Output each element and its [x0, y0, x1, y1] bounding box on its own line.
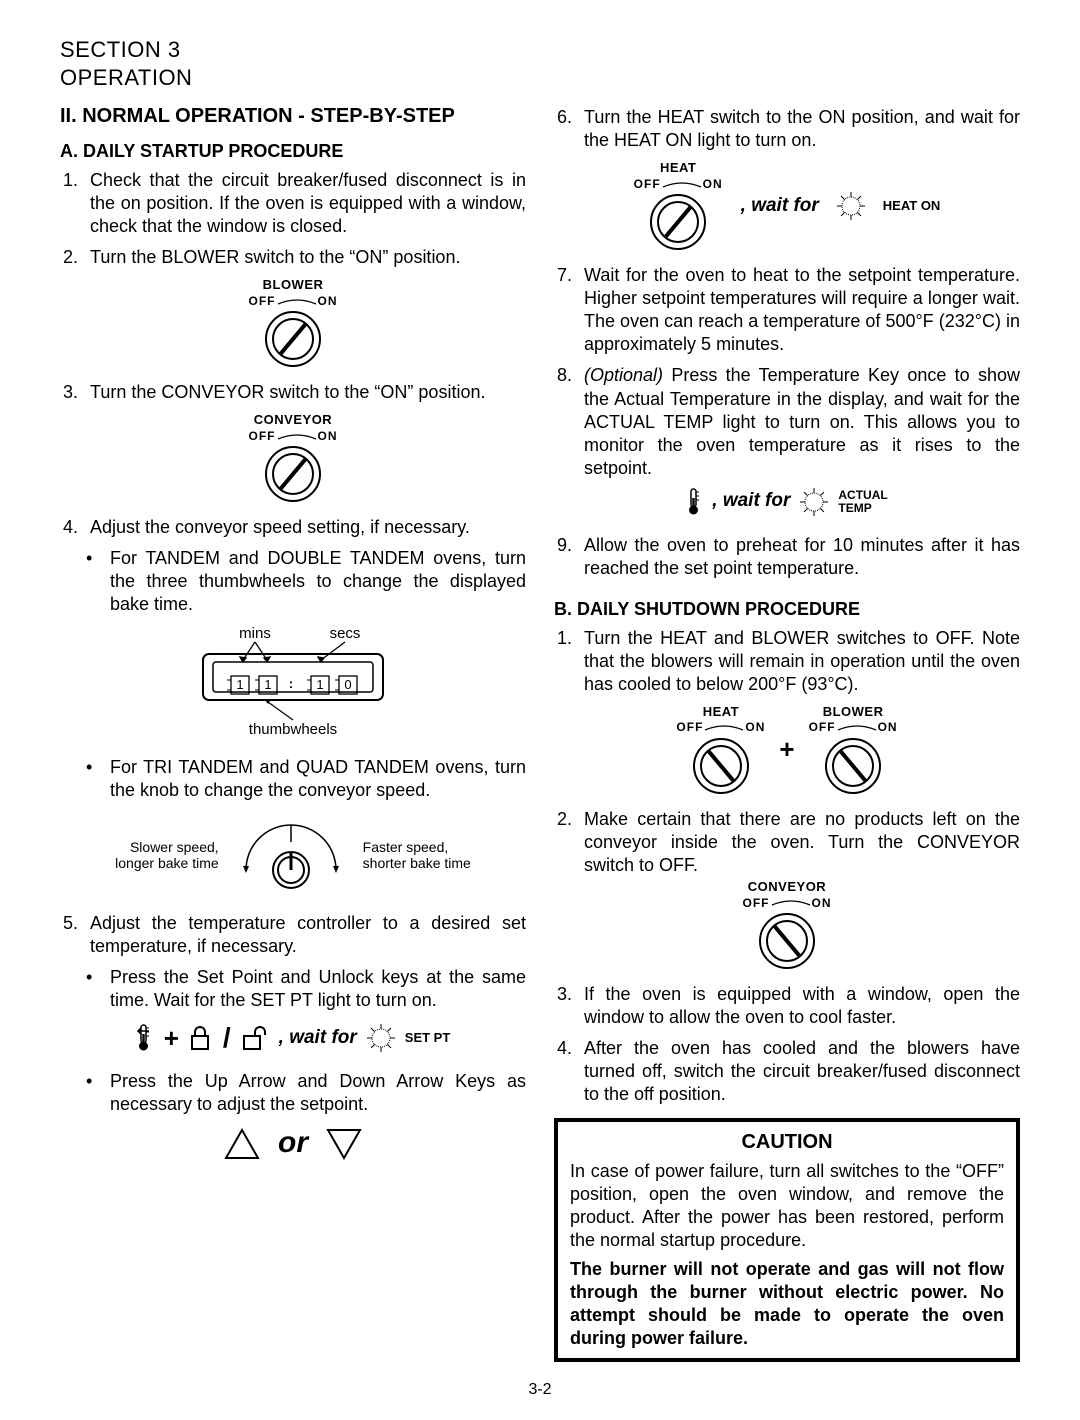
svg-text::: : — [289, 676, 293, 691]
section-number: SECTION 3 — [60, 36, 1020, 64]
right-column: 6.Turn the HEAT switch to the ON positio… — [554, 98, 1020, 1362]
figure-conveyor-off: CONVEYOR OFFON — [554, 879, 1020, 971]
figure-speed-knob: Slower speed, longer bake time Faster sp… — [60, 810, 526, 900]
svg-text:0: 0 — [344, 677, 351, 692]
left-column: II. NORMAL OPERATION - STEP-BY-STEP A. D… — [60, 98, 526, 1362]
svg-text:1: 1 — [264, 677, 271, 692]
step-2: 2.Turn the BLOWER switch to the “ON” pos… — [60, 246, 526, 269]
step-b1: 1.Turn the HEAT and BLOWER switches to O… — [554, 627, 1020, 696]
step-4-bullet-1: •For TANDEM and DOUBLE TANDEM ovens, tur… — [86, 547, 526, 616]
triangle-down-icon — [326, 1128, 362, 1160]
figure-conveyor-dial: CONVEYOR OFFON — [60, 412, 526, 504]
figure-setpt-row: + / , wait for SET PT — [60, 1020, 526, 1058]
step-8: 8.(Optional) Press the Temperature Key o… — [554, 364, 1020, 479]
svg-text:thumbwheels: thumbwheels — [249, 721, 337, 738]
caution-text: In case of power failure, turn all switc… — [570, 1160, 1004, 1252]
step-9: 9.Allow the oven to preheat for 10 minut… — [554, 534, 1020, 580]
triangle-up-icon — [224, 1128, 260, 1160]
step-b3: 3.If the oven is equipped with a window,… — [554, 983, 1020, 1029]
figure-heat-blower-off: HEAT OFFON + BLOWER OFFON — [554, 704, 1020, 796]
lock-closed-icon — [189, 1025, 213, 1052]
svg-text:1: 1 — [316, 677, 323, 692]
sunburst-icon — [800, 488, 828, 516]
step-6: 6.Turn the HEAT switch to the ON positio… — [554, 106, 1020, 152]
step-1: 1.Check that the circuit breaker/fused d… — [60, 169, 526, 238]
step-5-bullet-1: •Press the Set Point and Unlock keys at … — [86, 966, 526, 1012]
figure-blower-dial: BLOWER OFFON — [60, 277, 526, 369]
step-3: 3.Turn the CONVEYOR switch to the “ON” p… — [60, 381, 526, 404]
sunburst-icon — [367, 1024, 395, 1052]
section-title: OPERATION — [60, 64, 1020, 92]
page-number: 3-2 — [60, 1380, 1020, 1400]
lock-open-icon — [241, 1025, 269, 1052]
thermometer-arrow-icon — [136, 1024, 154, 1052]
sunburst-icon — [837, 192, 865, 220]
figure-heat-dial: HEAT OFFON , wait for HEAT ON — [554, 160, 1020, 252]
section-header: SECTION 3 OPERATION — [60, 36, 1020, 92]
heading-a: A. DAILY STARTUP PROCEDURE — [60, 140, 526, 163]
caution-title: CAUTION — [570, 1130, 1004, 1156]
heading-ii: II. NORMAL OPERATION - STEP-BY-STEP — [60, 104, 526, 130]
step-7: 7.Wait for the oven to heat to the setpo… — [554, 264, 1020, 356]
step-4-bullet-2: •For TRI TANDEM and QUAD TANDEM ovens, t… — [86, 756, 526, 802]
step-b2: 2.Make certain that there are no product… — [554, 808, 1020, 877]
figure-actualtemp-row: , wait for ACTUALTEMP — [554, 488, 1020, 522]
svg-text:mins: mins — [239, 625, 271, 642]
svg-text:secs: secs — [330, 625, 361, 642]
caution-box: CAUTION In case of power failure, turn a… — [554, 1118, 1020, 1362]
figure-arrows-or: or — [60, 1124, 526, 1165]
step-5-bullet-2: •Press the Up Arrow and Down Arrow Keys … — [86, 1070, 526, 1116]
heading-b: B. DAILY SHUTDOWN PROCEDURE — [554, 598, 1020, 621]
caution-bold: The burner will not operate and gas will… — [570, 1258, 1004, 1350]
thermometer-icon — [686, 488, 702, 516]
step-5: 5.Adjust the temperature controller to a… — [60, 912, 526, 958]
step-b4: 4.After the oven has cooled and the blow… — [554, 1037, 1020, 1106]
svg-text:1: 1 — [236, 677, 243, 692]
step-4: 4.Adjust the conveyor speed setting, if … — [60, 516, 526, 539]
figure-thumbwheels: mins secs 1 1 : 1 — [60, 624, 526, 744]
